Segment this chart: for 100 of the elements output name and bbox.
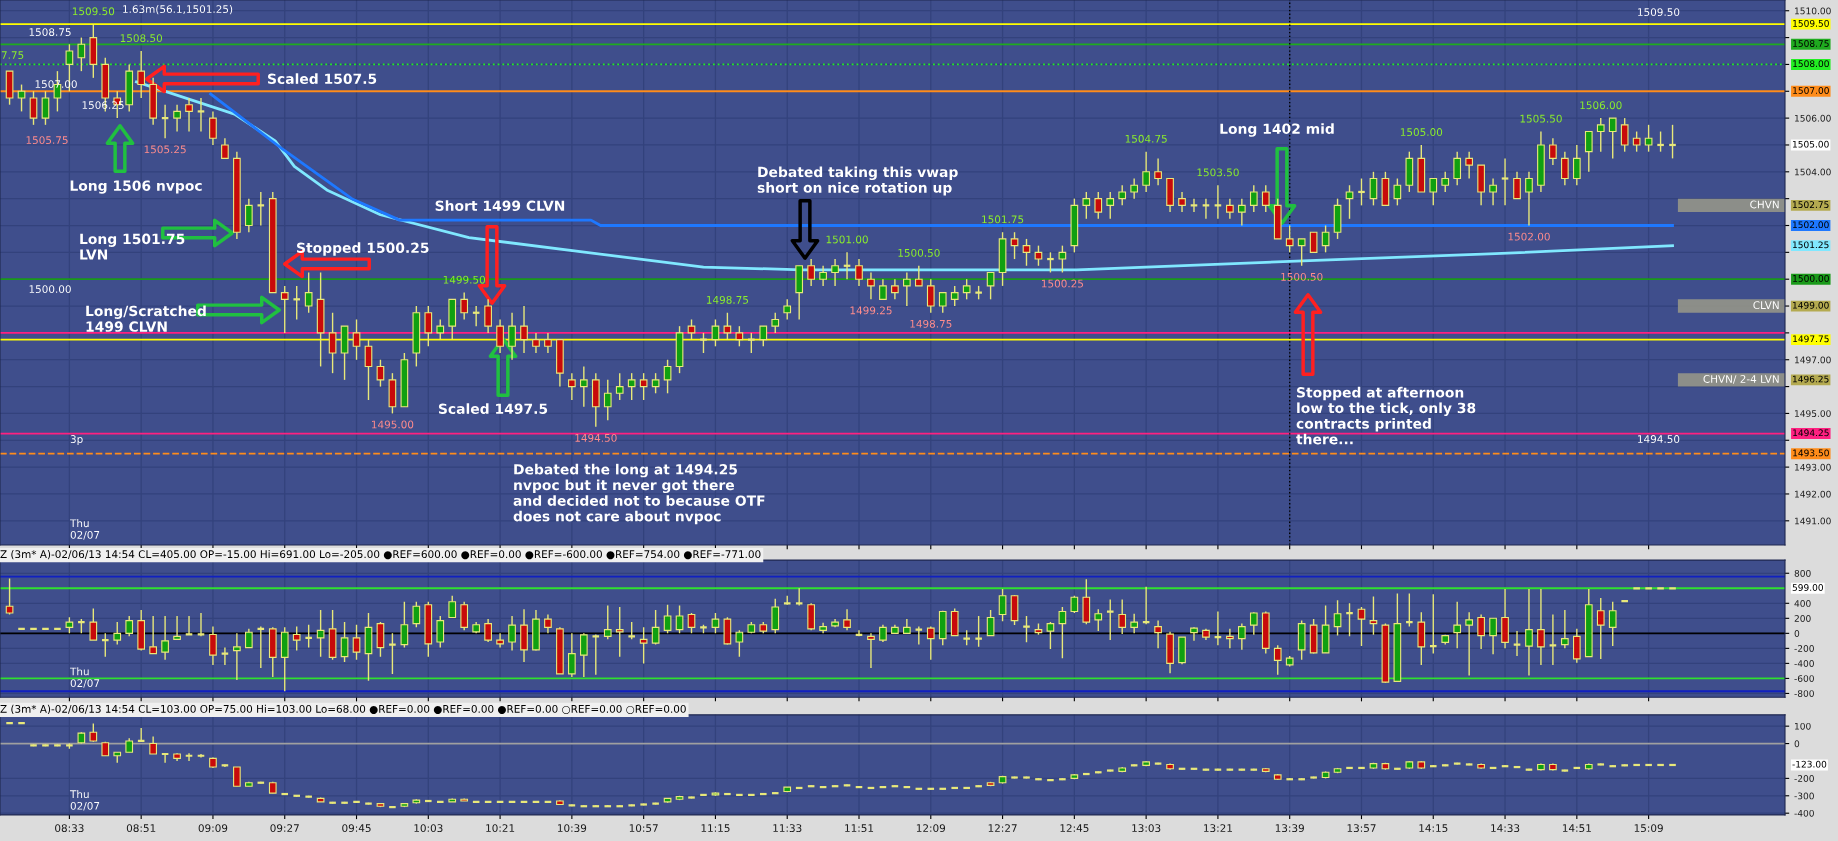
- candlestick: [1489, 177, 1497, 207]
- candlestick: [1357, 177, 1366, 207]
- candlestick: [723, 312, 732, 341]
- candlestick: [1022, 615, 1031, 644]
- candlestick: [1465, 611, 1474, 677]
- candlestick: [687, 318, 696, 341]
- annotation: Stopped at afternoon low to the tick, only 38 contracts printed there...: [1296, 386, 1476, 445]
- candlestick: [496, 318, 504, 354]
- candlestick: [388, 632, 397, 675]
- annotation: Long 1506 nvpoc: [70, 180, 202, 194]
- candlestick: [926, 625, 935, 661]
- candlestick: [364, 338, 373, 401]
- text: 1505.00: [1792, 140, 1829, 148]
- candlestick: [1465, 150, 1474, 180]
- candlestick: [520, 305, 528, 354]
- candlestick: [651, 372, 660, 394]
- candlestick: [711, 612, 720, 635]
- candlestick: [986, 609, 995, 637]
- annotation: 1504.75: [1125, 134, 1167, 143]
- annotation: 1505.75: [26, 136, 68, 145]
- candlestick: [41, 90, 50, 126]
- candlestick: [304, 624, 314, 649]
- candlestick: [1105, 598, 1115, 641]
- candlestick: [651, 609, 660, 646]
- candlestick: [412, 601, 421, 629]
- annotation: 1498.75: [910, 319, 952, 328]
- candlestick: [1082, 191, 1091, 220]
- x-tick-label: 09:45: [342, 824, 371, 833]
- candlestick: [1249, 184, 1258, 213]
- candlestick: [245, 197, 253, 233]
- annotation: 1500.00: [29, 285, 71, 294]
- x-tick-label: 10:39: [558, 824, 587, 833]
- candlestick: [484, 618, 492, 643]
- candlestick: [29, 90, 38, 126]
- candlestick: [639, 372, 648, 401]
- candlestick: [1537, 588, 1545, 666]
- candlestick: [914, 265, 923, 287]
- x-tick-label: 11:33: [773, 824, 802, 833]
- annotation: 1498.75: [707, 295, 749, 304]
- candlestick: [161, 615, 169, 661]
- candlestick: [1453, 601, 1462, 650]
- candlestick: [460, 291, 469, 321]
- candlestick: [17, 83, 26, 113]
- y-tick-label: -400: [1794, 660, 1814, 667]
- candlestick: [484, 298, 492, 334]
- text: 1502.75: [1792, 201, 1829, 209]
- candlestick: [233, 632, 241, 681]
- candlestick: [292, 285, 302, 321]
- x-tick-label: 10:21: [486, 824, 515, 833]
- candlestick: [113, 621, 122, 646]
- candlestick: [1010, 231, 1019, 260]
- annotation: Long 1402 mid: [1220, 123, 1334, 137]
- annotation: 1502.00: [1508, 232, 1550, 241]
- candlestick: [352, 318, 361, 361]
- candlestick: [328, 312, 337, 374]
- candlestick: [1608, 117, 1617, 160]
- annotation: Scaled 1497.5: [438, 403, 548, 415]
- candlestick: [1561, 609, 1569, 650]
- annotation: 1508.75: [29, 28, 71, 37]
- candlestick: [568, 372, 576, 401]
- candlestick: [77, 36, 86, 72]
- ref-line-label: 1494.25: [1793, 429, 1829, 437]
- band-label: CHVN/ 2-4 LVN: [1703, 375, 1779, 384]
- candlestick: [1094, 191, 1103, 220]
- x-tick-label: 08:33: [55, 824, 84, 833]
- y-tick-label: 1497.00: [1795, 356, 1831, 364]
- candlestick: [603, 379, 612, 421]
- annotation: 1499.25: [850, 306, 892, 315]
- candlestick: [1261, 184, 1270, 213]
- y-tick-label: 1491.00: [1795, 517, 1831, 525]
- candlestick: [867, 271, 875, 301]
- candlestick: [1393, 177, 1402, 207]
- candlestick: [1118, 184, 1127, 207]
- candlestick: [1046, 251, 1055, 274]
- candlestick: [292, 625, 301, 652]
- y-tick-label: -300: [1794, 792, 1814, 800]
- candlestick: [1226, 197, 1234, 220]
- candlestick: [1106, 191, 1115, 220]
- annotation: Debated the long at 1494.25 nvpoc but it never got there and decided not to because OTF does not care about nvpoc: [513, 463, 765, 525]
- candlestick: [759, 325, 768, 348]
- x-tick-label: 14:51: [1562, 824, 1591, 833]
- y-tick-label: 1492.00: [1795, 490, 1831, 498]
- candlestick: [615, 372, 624, 401]
- annotation: 1494.50: [575, 433, 617, 442]
- annotation: 1509.50: [72, 7, 115, 16]
- candlestick: [508, 615, 516, 652]
- x-tick-label: 13:57: [1347, 824, 1376, 833]
- ref-line-label: 1493.50: [1793, 449, 1829, 457]
- annotation: 1500.50: [1281, 272, 1323, 281]
- candlestick: [1142, 150, 1150, 193]
- ref-line-label: 1508.00: [1793, 60, 1829, 68]
- x-tick-label: 08:51: [126, 824, 156, 833]
- annotation: 1508.50: [120, 34, 163, 43]
- candlestick: [1309, 231, 1318, 254]
- candlestick: [1500, 157, 1510, 207]
- text: 1502.00: [1792, 221, 1829, 229]
- candlestick: [424, 305, 433, 348]
- y-tick-label: -600: [1794, 675, 1814, 682]
- text: 1499.00: [1792, 301, 1829, 309]
- y-tick-label: 0: [1794, 630, 1800, 637]
